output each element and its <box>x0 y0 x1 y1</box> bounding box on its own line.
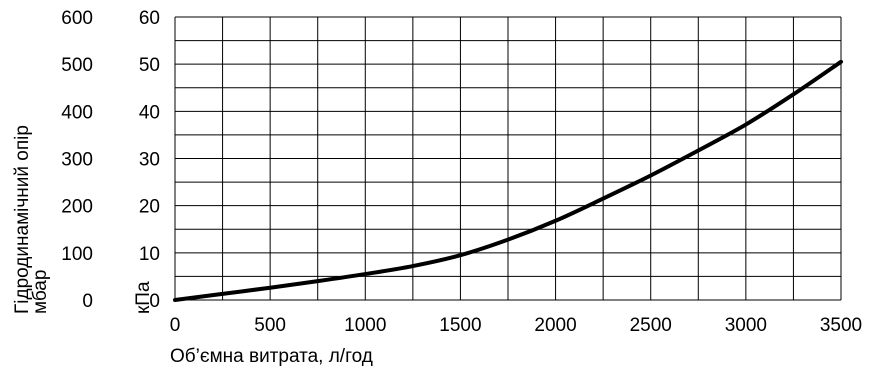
x-tick-label: 3000 <box>725 315 767 336</box>
y-kpa-tick-label: 20 <box>139 197 160 218</box>
y-mbar-tick-label: 400 <box>61 102 93 123</box>
y-kpa-tick-label: 50 <box>139 55 160 76</box>
chart-grid <box>174 16 842 301</box>
y-mbar-tick-label: 300 <box>61 150 93 171</box>
y-axis-title-mbar: Гідродинамічний опір <box>12 125 33 314</box>
x-tick-label: 1000 <box>344 315 386 336</box>
y-kpa-tick-label: 60 <box>139 8 160 29</box>
y-mbar-tick-label: 600 <box>61 8 93 29</box>
y-axis-title-kpa: кПа <box>133 281 154 314</box>
y-mbar-tick-label: 200 <box>61 197 93 218</box>
y-axis-title-mbar-unit: мбар <box>30 270 51 314</box>
y-kpa-tick-label: 40 <box>139 102 160 123</box>
y-mbar-tick-label: 500 <box>61 55 93 76</box>
x-tick-label: 2000 <box>534 315 576 336</box>
y-kpa-tick-labels: 0 10 20 30 40 50 60 <box>139 8 160 312</box>
x-tick-label: 1500 <box>439 315 481 336</box>
y-mbar-tick-label: 0 <box>82 291 93 312</box>
series-line <box>173 59 843 302</box>
x-axis-title: Об’ємна витрата, л/год <box>170 346 373 367</box>
y-mbar-tick-label: 100 <box>61 244 93 265</box>
y-kpa-tick-label: 0 <box>149 291 160 312</box>
x-tick-label: 0 <box>170 315 181 336</box>
x-tick-label: 500 <box>254 315 286 336</box>
y-kpa-tick-label: 10 <box>139 244 160 265</box>
x-tick-labels: 0 500 1000 1500 2000 2500 3000 3500 <box>170 315 862 336</box>
x-tick-label: 2500 <box>630 315 672 336</box>
y-kpa-tick-label: 30 <box>139 150 160 171</box>
y-mbar-tick-labels: 0 100 200 300 400 500 600 <box>61 8 93 312</box>
x-tick-label: 3500 <box>820 315 862 336</box>
